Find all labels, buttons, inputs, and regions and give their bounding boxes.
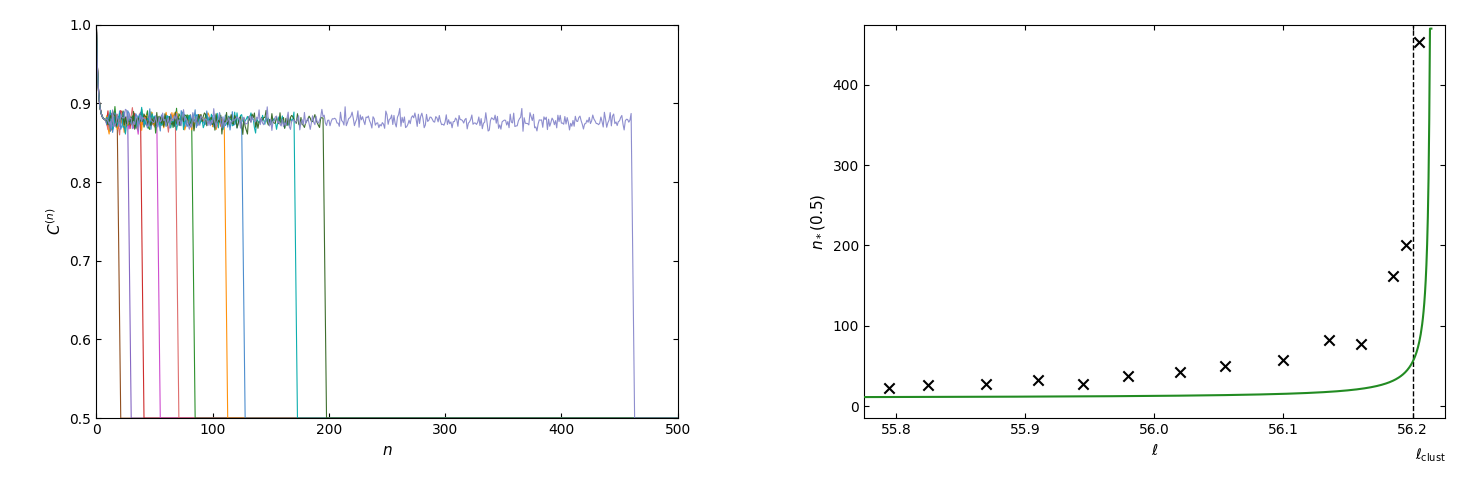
Point: [1349, 340, 1372, 348]
Point: [1272, 356, 1295, 364]
Point: [1317, 337, 1341, 344]
Point: [1168, 369, 1192, 376]
Point: [975, 380, 999, 388]
Point: [916, 381, 940, 389]
Text: $\ell_{\mathrm{clust}}$: $\ell_{\mathrm{clust}}$: [1415, 446, 1446, 464]
Point: [1071, 380, 1095, 388]
Point: [877, 384, 901, 392]
Point: [1408, 38, 1432, 46]
Point: [1116, 371, 1140, 379]
X-axis label: $\ell$: $\ell$: [1150, 443, 1157, 458]
Point: [1395, 242, 1418, 249]
X-axis label: $n$: $n$: [382, 443, 393, 458]
Point: [1026, 376, 1049, 384]
Y-axis label: $C^{(n)}$: $C^{(n)}$: [46, 208, 64, 235]
Point: [1381, 272, 1405, 280]
Y-axis label: $n_*(0.5)$: $n_*(0.5)$: [809, 193, 827, 249]
Point: [1214, 362, 1237, 370]
